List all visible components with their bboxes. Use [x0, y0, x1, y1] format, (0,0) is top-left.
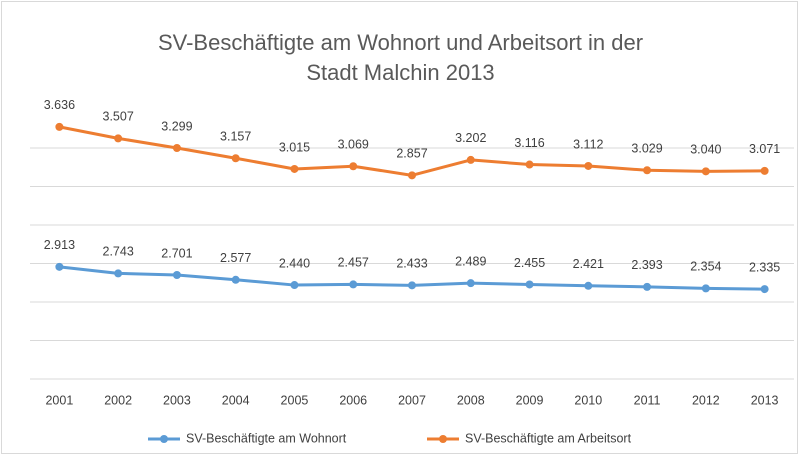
x-tick-label: 2004: [222, 393, 250, 407]
legend-marker: [160, 435, 168, 443]
point: [701, 167, 710, 176]
point: [643, 282, 652, 291]
point: [525, 160, 534, 169]
point: [349, 280, 358, 289]
point: [643, 166, 652, 175]
data-label: 2.433: [396, 257, 427, 271]
data-label: 2.743: [103, 245, 134, 259]
legend-label: SV-Beschäftigte am Arbeitsort: [465, 431, 632, 445]
data-label: 2.335: [749, 260, 780, 274]
data-label: 2.489: [455, 254, 486, 268]
x-tick-label: 2009: [516, 393, 544, 407]
data-label: 2.421: [573, 257, 604, 271]
x-tick-label: 2012: [692, 393, 720, 407]
legend-marker: [439, 435, 447, 443]
point: [231, 154, 240, 163]
point: [408, 171, 416, 180]
point: [466, 279, 475, 288]
x-tick-label: 2013: [751, 393, 779, 407]
point: [114, 134, 123, 143]
point: [231, 275, 240, 284]
point: [408, 281, 416, 290]
data-label: 3.157: [220, 130, 251, 144]
point: [466, 155, 475, 164]
x-tick-label: 2005: [281, 393, 309, 407]
point: [172, 271, 181, 280]
point: [525, 280, 534, 289]
point: [55, 262, 64, 271]
data-label: 2.701: [161, 246, 192, 260]
data-label: 2.457: [338, 256, 369, 270]
x-tick-label: 2010: [574, 393, 602, 407]
x-tick-label: 2007: [398, 393, 426, 407]
point: [760, 285, 769, 294]
point: [290, 164, 299, 173]
chart-title: SV-Beschäftigte am Wohnort und Arbeitsor…: [157, 30, 644, 85]
x-tick-label: 2006: [339, 393, 367, 407]
point: [114, 269, 123, 278]
data-label: 2.440: [279, 256, 310, 270]
point: [172, 144, 181, 152]
point: [760, 166, 769, 175]
data-label: 3.636: [44, 98, 75, 112]
data-label: 2.455: [514, 256, 545, 270]
x-tick-label: 2003: [163, 393, 191, 407]
x-tick-label: 2002: [104, 393, 132, 407]
data-label: 2.913: [44, 238, 75, 252]
point: [584, 161, 593, 170]
data-label: 3.015: [279, 140, 310, 154]
data-label: 2.393: [631, 258, 662, 272]
point: [701, 284, 710, 293]
x-tick-label: 2001: [45, 393, 73, 407]
point: [55, 122, 64, 131]
point: [290, 281, 299, 290]
data-label: 2.857: [396, 147, 427, 161]
data-label: 3.112: [573, 137, 603, 151]
data-label: 2.577: [220, 251, 251, 265]
data-label: 3.071: [749, 142, 780, 156]
data-label: 3.202: [455, 131, 486, 145]
x-tick-label: 2008: [457, 393, 485, 407]
data-label: 3.069: [338, 138, 369, 152]
data-label: 3.299: [161, 119, 192, 133]
data-label: 3.507: [103, 110, 134, 124]
data-label: 3.040: [690, 143, 721, 157]
point: [349, 162, 358, 171]
data-label: 3.116: [514, 136, 544, 150]
data-label: 3.029: [631, 142, 662, 156]
legend-label: SV-Beschäftigte am Wohnort: [186, 431, 347, 445]
point: [584, 281, 593, 290]
data-label: 2.354: [690, 260, 721, 274]
x-tick-label: 2011: [634, 393, 661, 407]
